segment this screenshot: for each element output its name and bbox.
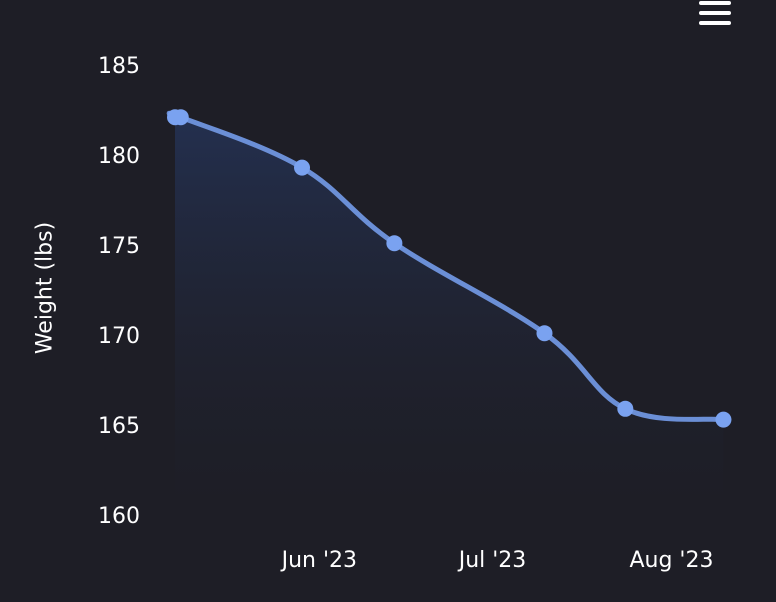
x-tick-label: Jun '23	[280, 548, 357, 573]
y-tick-label: 165	[98, 414, 140, 439]
y-tick-label: 170	[98, 324, 140, 349]
data-point[interactable]	[617, 400, 634, 417]
y-tick-label: 180	[98, 144, 140, 169]
data-point[interactable]	[536, 325, 553, 342]
hamburger-menu-icon[interactable]	[696, 0, 736, 30]
y-tick-label: 160	[98, 504, 140, 529]
data-point[interactable]	[294, 159, 311, 176]
y-tick-label: 175	[98, 234, 140, 259]
area-fill	[169, 113, 724, 515]
x-tick-label: Aug '23	[629, 548, 713, 573]
data-point[interactable]	[172, 109, 189, 126]
y-tick-label: 185	[98, 54, 140, 79]
y-axis-label: Weight (lbs)	[32, 221, 58, 355]
data-point[interactable]	[386, 235, 403, 252]
x-tick-label: Jul '23	[457, 548, 527, 573]
data-point[interactable]	[715, 411, 732, 428]
